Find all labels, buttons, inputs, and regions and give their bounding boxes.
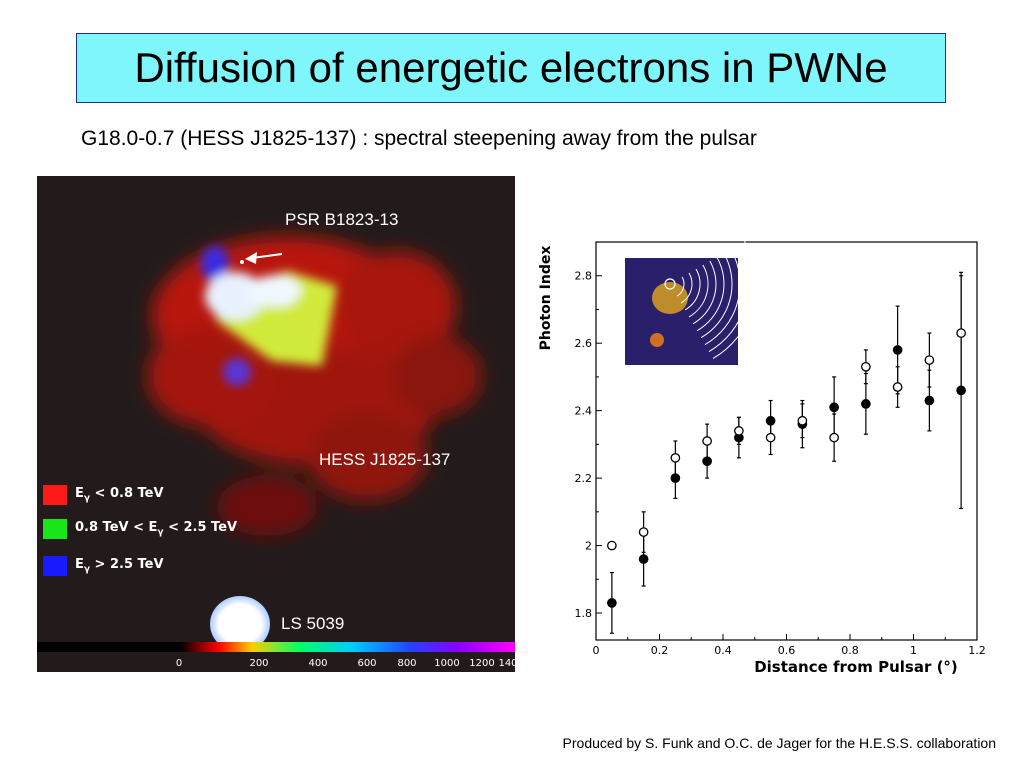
- inset-emission-spot: [650, 333, 664, 347]
- pulsar-pointer-arrowhead: [245, 252, 257, 264]
- data-point-open: [924, 355, 935, 365]
- data-point-open: [765, 432, 776, 443]
- ls5039-source: [210, 596, 270, 652]
- red-emission: [147, 236, 482, 536]
- x-tick-label: 0: [593, 644, 600, 657]
- y-tick-label: 1.8: [575, 607, 593, 620]
- data-point-open: [892, 382, 903, 392]
- inset-annulus: [704, 248, 741, 346]
- data-point-filled: [924, 395, 935, 406]
- scale-tick: 800: [397, 658, 417, 669]
- scale-tick: 600: [357, 658, 377, 669]
- companion-label: LS 5039: [281, 614, 345, 633]
- legend-label: Eγ > 2.5 TeV: [75, 557, 164, 575]
- scale-tick: 1200: [469, 658, 495, 669]
- inset-annulus: [684, 268, 701, 311]
- legend-swatch-green: [43, 519, 67, 539]
- inset-annulus: [700, 252, 733, 339]
- scale-tick: 400: [308, 658, 328, 669]
- sky-map-emission: [37, 236, 515, 652]
- data-point-filled: [861, 399, 871, 409]
- inset-background: [625, 258, 738, 365]
- legend-item-low-energy: Eγ < 0.8 TeV: [43, 483, 164, 507]
- data-point-open: [638, 527, 649, 537]
- x-tick-label: 0.6: [778, 644, 796, 657]
- title-box: Diffusion of energetic electrons in PWNe: [76, 33, 946, 103]
- y-tick-label: 2.4: [575, 405, 593, 418]
- inset-annulus: [708, 244, 749, 352]
- data-point-filled: [638, 554, 649, 564]
- x-tick-label: 0.8: [841, 644, 859, 657]
- y-tick-label: 2.8: [575, 270, 593, 283]
- color-scale-bar: [37, 642, 515, 652]
- scale-tick: 1000: [434, 658, 460, 669]
- pulsar-label: PSR B1823-13: [285, 210, 399, 229]
- data-point-filled: [607, 598, 617, 608]
- data-point-filled: [829, 402, 839, 413]
- data-point-open: [861, 361, 871, 372]
- y-tick-label: 2.6: [575, 337, 593, 350]
- photon-index-chart: 0 0.2 0.4 0.6 0.8 1 1.2 1.8 2 2.2 2.4 2.6 2.8 Distan…: [538, 240, 986, 676]
- data-point-open: [702, 436, 712, 446]
- y-tick-label: 2.2: [575, 472, 593, 485]
- data-point-open: [956, 328, 966, 338]
- legend-item-high-energy: Eγ > 2.5 TeV: [43, 554, 164, 578]
- legend-item-mid-energy: 0.8 TeV < Eγ < 2.5 TeV: [43, 517, 237, 541]
- y-tick-label: 2: [585, 540, 592, 553]
- y-axis-label: Photon Index: [538, 246, 554, 351]
- inset-annulus: [680, 272, 693, 304]
- data-point-open: [607, 540, 617, 551]
- source-label: HESS J1825-137: [319, 450, 451, 469]
- legend-swatch-red: [43, 485, 67, 505]
- x-tick-label: 1: [910, 644, 917, 657]
- pulsar-pointer: [251, 253, 283, 259]
- x-tick-label: 0.2: [651, 644, 669, 657]
- scale-tick: 200: [249, 658, 269, 669]
- slide-subtitle: G18.0-0.7 (HESS J1825-137) : spectral st…: [81, 127, 757, 150]
- inset-pulsar-ring: [664, 278, 676, 290]
- inset-annulus: [688, 264, 709, 318]
- data-point-open: [670, 453, 681, 463]
- data-point-filled: [892, 345, 903, 355]
- inset-annulus: [712, 240, 757, 359]
- data-point-open: [829, 432, 839, 443]
- credit-line: Produced by S. Funk and O.C. de Jager fo…: [562, 735, 996, 751]
- inset-annulus: [692, 260, 717, 325]
- legend-swatch-blue: [43, 556, 67, 576]
- x-axis-label: Distance from Pulsar (°): [754, 658, 958, 676]
- inset-annulus: [696, 256, 725, 332]
- x-tick-label: 1.2: [968, 644, 986, 657]
- high-energy-core: [201, 246, 337, 386]
- inset-annuli: [676, 240, 757, 359]
- inset-emission: [652, 282, 688, 314]
- data-point-open: [734, 426, 744, 436]
- sky-map: PSR B1823-13 HESS J1825-137 LS 5039 Eγ <…: [37, 176, 515, 672]
- slide-title: Diffusion of energetic electrons in PWNe: [134, 44, 888, 91]
- legend-label: 0.8 TeV < Eγ < 2.5 TeV: [75, 520, 238, 538]
- inset-annulus: [676, 276, 685, 297]
- scale-tick: 0: [175, 658, 183, 669]
- scale-tick: 140: [498, 658, 515, 669]
- data-point-open: [797, 415, 808, 426]
- inset-map: [625, 240, 757, 365]
- legend-label: Eγ < 0.8 TeV: [75, 486, 164, 504]
- x-tick-label: 0.4: [714, 644, 732, 657]
- pulsar-marker: [240, 260, 244, 264]
